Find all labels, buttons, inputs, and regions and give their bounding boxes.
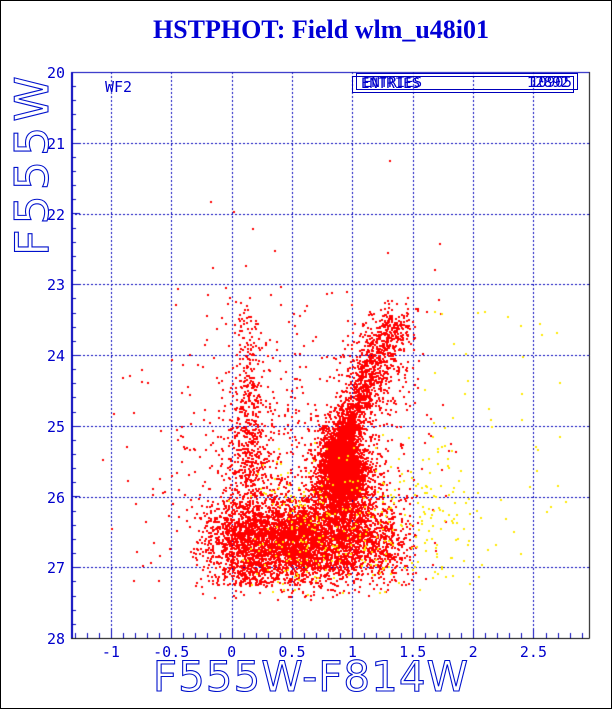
y-tick-label: 20 (46, 64, 65, 82)
x-tick-label: 1.5 (399, 643, 427, 661)
x-tick-label: 1 (347, 643, 357, 661)
entries-stat-box-overprint (352, 76, 574, 93)
y-tick-label: 24 (46, 347, 65, 365)
x-tick-label: 0.5 (278, 643, 306, 661)
y-tick-label: 28 (46, 630, 65, 648)
y-axis-label: F555W (4, 71, 59, 257)
y-tick-label: 25 (46, 417, 65, 436)
y-tick-label: 23 (46, 276, 65, 295)
y-tick-label: 26 (46, 488, 65, 507)
entries-values: 10905 12892 (501, 75, 573, 91)
x-axis-label: F555W-F814W (152, 651, 470, 701)
x-tick-label: 2.5 (519, 643, 547, 661)
x-tick-label: -1 (101, 643, 120, 661)
y-tick-label: 22 (46, 205, 65, 224)
entries-value-secondary: 12892 (526, 75, 569, 91)
x-tick-label: -0.5 (153, 643, 190, 661)
x-tick-label: 0 (227, 643, 237, 661)
y-tick-label: 27 (46, 559, 65, 578)
entries-stat-box (356, 73, 578, 90)
detector-label: WF2 (105, 78, 133, 96)
entries-value-primary: 10905 (529, 75, 572, 91)
entries-label: ENTRIES (363, 75, 423, 91)
y-tick-label: 21 (46, 134, 65, 153)
page-title: HSTPHOT: Field wlm_u48i01 (152, 15, 490, 44)
x-tick-label: 2 (468, 643, 478, 661)
